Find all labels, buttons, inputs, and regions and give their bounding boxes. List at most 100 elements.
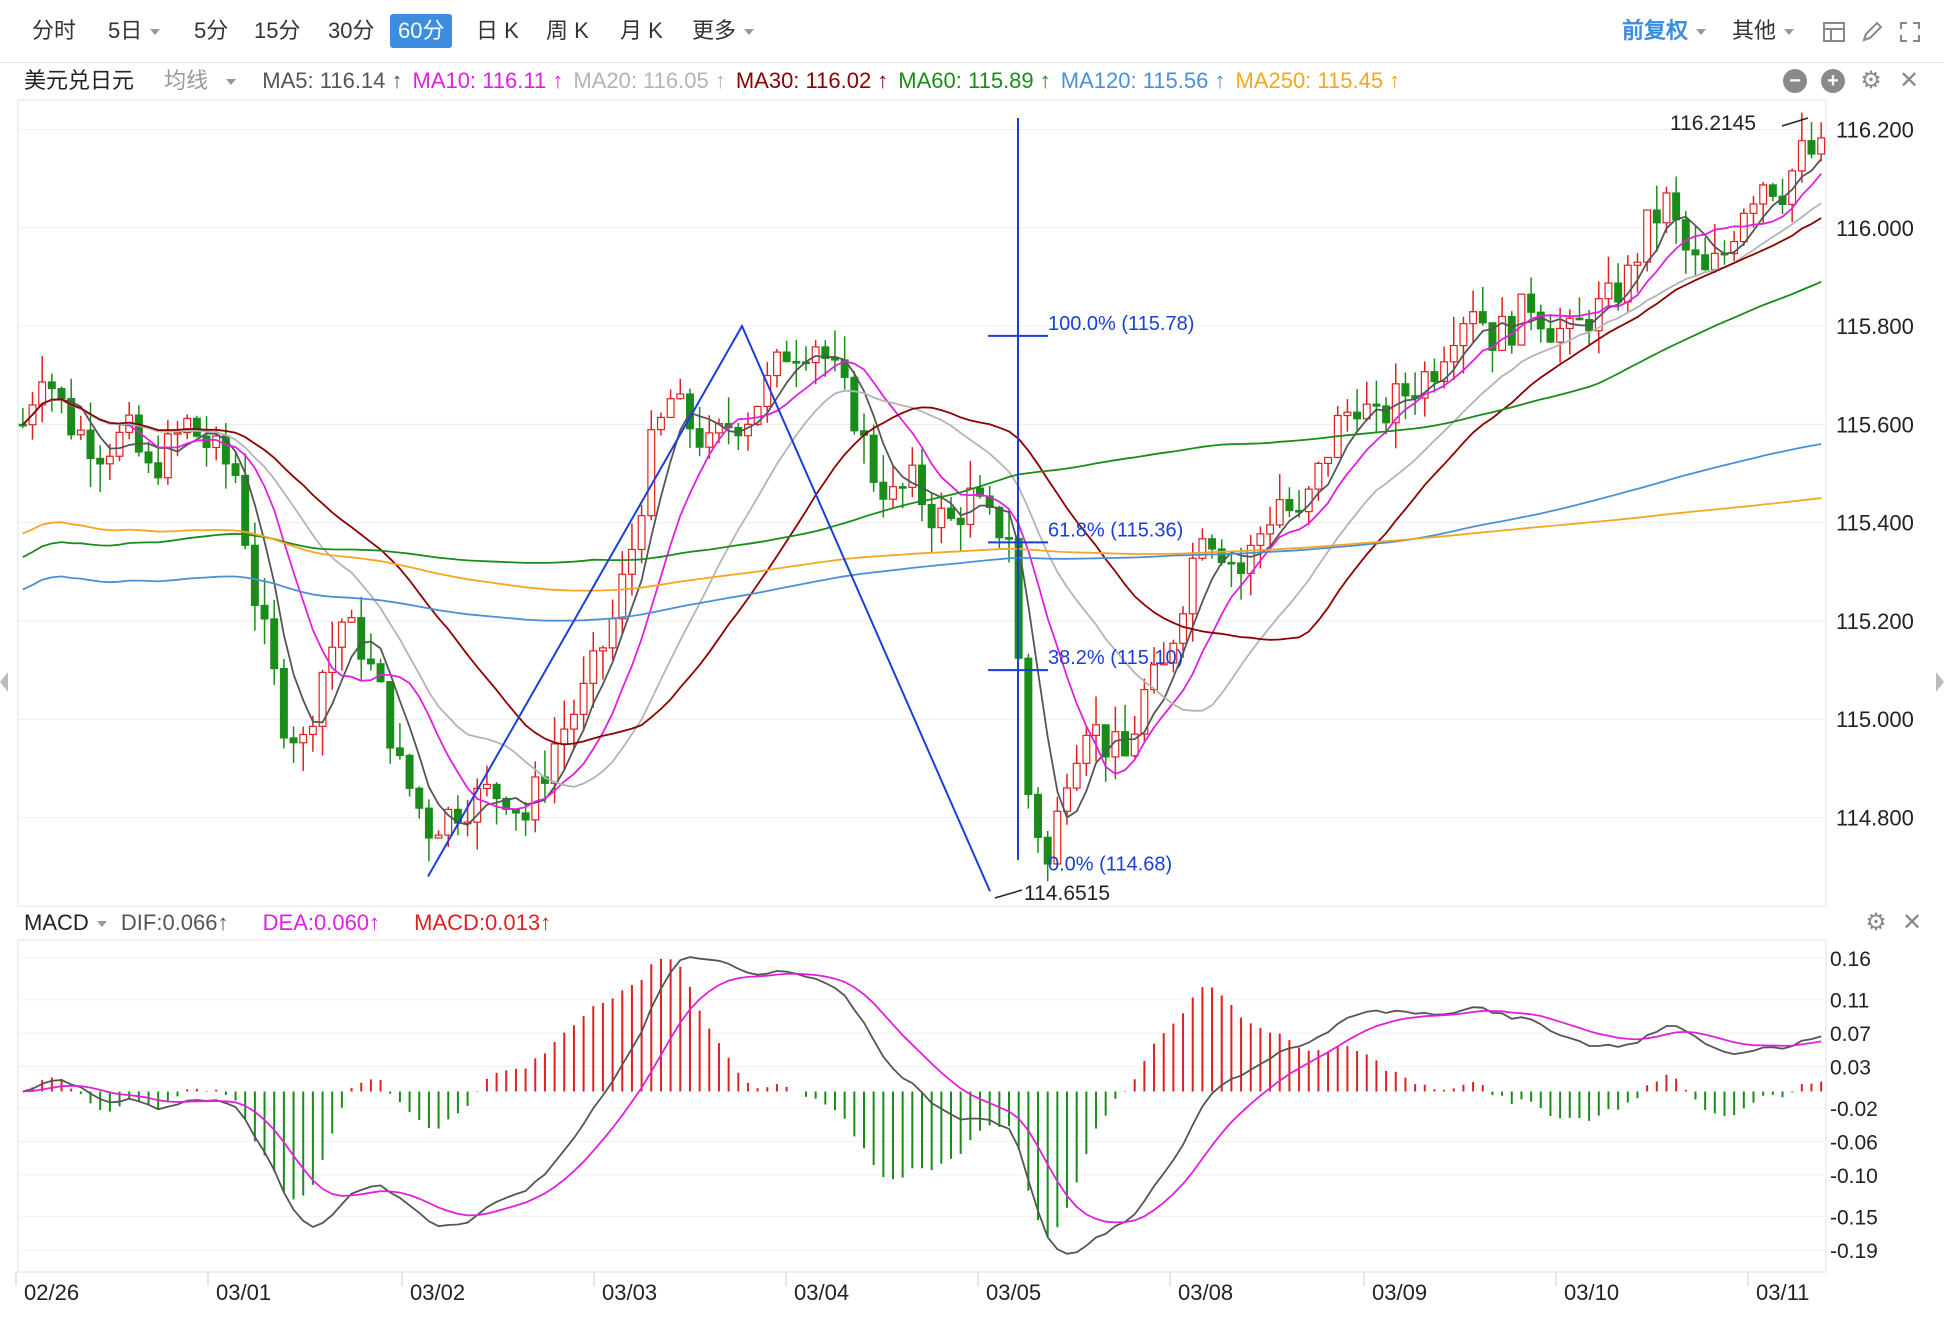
candle-body [463,821,472,825]
period-tab-7[interactable]: 周 K [538,14,597,48]
candle-body [850,376,859,432]
period-tab-3[interactable]: 15分 [246,14,308,48]
period-tab-6[interactable]: 日 K [468,14,527,48]
fullscreen-icon[interactable] [1898,20,1922,44]
period-tab-label: 月 K [620,18,663,43]
candle-body [1101,724,1110,758]
candle-body [1797,140,1806,172]
candle-body [947,507,955,519]
scroll-left-icon[interactable] [0,672,8,692]
candle-body [1807,140,1816,155]
candle-body [1507,315,1516,346]
ma-line-ma250 [22,497,1822,592]
ma-line-ma10 [22,173,1822,811]
ma-legend: 美元兑日元 均线 MA5: 116.14 ↑ MA10: 116.11 ↑ MA20… [0,62,1944,100]
candle-body [956,517,965,526]
x-tick-label: 02/26 [24,1280,79,1305]
ma-line-ma60 [22,280,1822,564]
low-price-label: 114.6515 [1024,882,1110,905]
low-arrow [994,889,1023,899]
candle-body [260,604,269,620]
candle-body [1353,411,1362,420]
candle-body [1459,323,1468,347]
candle-body [1710,252,1719,271]
candle-body [279,667,288,739]
gear-icon[interactable]: ⚙ [1860,67,1882,94]
scroll-right-icon[interactable] [1936,672,1944,692]
candle-body [1498,315,1507,351]
adjust-dropdown[interactable]: 前复权 [1622,14,1707,48]
x-tick-label: 03/05 [986,1280,1041,1305]
ma-legend-item: MA10: 116.11 ↑ [412,68,564,93]
close-icon[interactable]: ✕ [1898,67,1920,94]
candle-body [1121,731,1130,757]
macd-y-tick: -0.15 [1830,1207,1878,1230]
candle-body [1324,456,1333,465]
ma-selector[interactable]: 均线 [164,68,246,93]
dif-value: DIF:0.066↑ [120,910,229,935]
candle-body [918,464,926,506]
candle-body [598,647,607,652]
ma-line-ma20 [22,202,1822,788]
macd-value: MACD:0.013↑ [414,910,552,935]
dea-line [22,972,1822,1224]
period-tab-2[interactable]: 5分 [186,14,236,48]
candle-body [1517,293,1526,346]
ma-legend-item: MA120: 115.56 ↑ [1060,68,1226,93]
candle-body [666,398,675,419]
other-dropdown[interactable]: 其他 [1732,14,1795,48]
candle-body [647,429,656,517]
period-tab-0[interactable]: 分时 [24,14,84,48]
candle-body [589,650,598,684]
candle-body [395,747,404,756]
period-tab-1[interactable]: 5日 [100,14,168,48]
chevron-down-icon [96,921,107,928]
x-tick-label: 03/08 [1178,1280,1233,1305]
table-icon[interactable] [1822,20,1846,44]
candle-body [47,381,56,390]
candle-body [927,503,936,529]
high-arrow [1781,117,1809,127]
ma-legend-item: MA30: 116.02 ↑ [735,68,889,93]
candle-body [560,728,569,745]
candle-body [792,360,801,364]
candle-body [86,429,95,460]
x-tick-label: 03/11 [1756,1280,1809,1305]
macd-selector[interactable]: MACD [24,910,107,935]
period-tab-9[interactable]: 更多 [684,14,762,48]
ma-selector-label: 均线 [164,68,209,93]
period-tab-label: 60分 [398,18,445,43]
period-tab-label: 5分 [194,18,229,43]
candle-body [531,776,540,821]
fib-level-label: 0.0% (114.68) [1048,854,1172,876]
other-label: 其他 [1732,18,1777,43]
zoom-out-icon[interactable]: − [1783,69,1807,93]
period-tab-5[interactable]: 60分 [390,14,453,48]
candle-body [405,754,414,789]
zoom-in-icon[interactable]: + [1821,69,1845,93]
pen-icon[interactable] [1860,20,1884,44]
candle-body [1314,462,1323,490]
candle-body [1449,344,1458,363]
candle-body [1256,533,1265,546]
x-tick-label: 03/10 [1564,1280,1619,1305]
gear-icon[interactable]: ⚙ [1865,909,1887,936]
y-tick-label: 115.000 [1836,707,1914,732]
period-tab-8[interactable]: 月 K [612,14,671,48]
candle-body [376,663,385,683]
close-icon[interactable]: ✕ [1901,909,1923,936]
x-tick-label: 03/09 [1372,1280,1427,1305]
period-tab-4[interactable]: 30分 [320,14,382,48]
candle-body [328,646,337,674]
x-tick-label: 03/01 [216,1280,271,1305]
candle-body [1478,311,1487,324]
candle-body [772,351,781,377]
macd-y-tick: 0.11 [1830,990,1869,1013]
y-tick-label: 114.800 [1836,806,1914,831]
candle-body [1672,192,1681,221]
candle-body [753,405,762,425]
candle-body [105,455,114,465]
fib-level-label: 38.2% (115.10) [1048,647,1183,669]
macd-y-tick: 0.07 [1830,1023,1871,1046]
